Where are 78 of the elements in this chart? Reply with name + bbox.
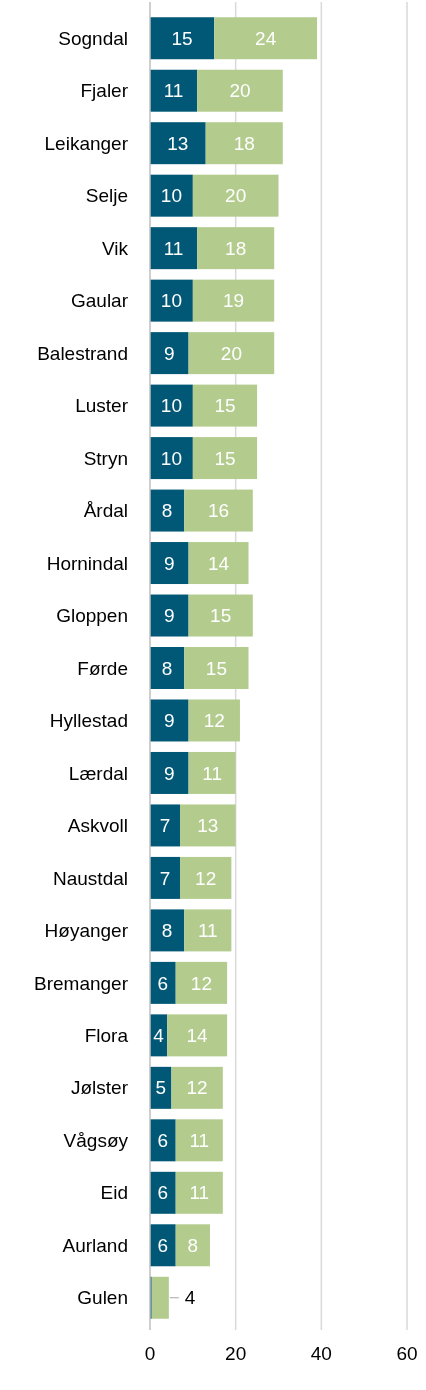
- y-tick-label: Vik: [101, 237, 129, 259]
- y-tick-label: Sogndal: [58, 27, 128, 49]
- data-label: 9: [163, 605, 175, 627]
- y-tick-label: Flora: [84, 1025, 129, 1047]
- x-tick-label: 20: [225, 1343, 247, 1364]
- data-label: 6: [157, 1182, 169, 1204]
- data-label: 20: [220, 342, 242, 364]
- y-tick-label: Selje: [85, 185, 128, 207]
- data-label: 12: [203, 710, 225, 732]
- data-label: 18: [225, 237, 247, 259]
- y-tick-label: Gaular: [70, 290, 129, 312]
- y-tick-label: Bremanger: [34, 972, 129, 994]
- y-tick-label: Hornindal: [46, 552, 128, 574]
- data-label: 11: [202, 762, 222, 784]
- data-label: 20: [229, 80, 251, 102]
- data-label: 10: [160, 395, 182, 417]
- data-label: 6: [157, 1129, 169, 1151]
- y-tick-label: Hyllestad: [49, 710, 128, 732]
- y-tick-label: Vågsøy: [63, 1129, 129, 1151]
- y-tick-label: Eid: [100, 1182, 128, 1204]
- data-label: 11: [189, 1182, 210, 1204]
- data-label: 11: [189, 1129, 210, 1151]
- y-tick-label: Fjaler: [80, 80, 129, 102]
- data-label: 12: [186, 1077, 208, 1099]
- data-label: 5: [155, 1077, 166, 1099]
- data-label: 9: [163, 342, 175, 364]
- data-label: 6: [157, 972, 169, 994]
- data-label: 13: [197, 815, 219, 837]
- data-label: 15: [214, 447, 236, 469]
- y-tick-label: Stryn: [83, 447, 128, 469]
- data-label: 18: [233, 132, 255, 154]
- y-tick-label: Lærdal: [68, 762, 128, 784]
- data-label: 10: [160, 447, 182, 469]
- y-tick-label: Leikanger: [44, 132, 129, 154]
- y-tick-label: Aurland: [62, 1234, 128, 1256]
- x-tick-label: 0: [144, 1343, 156, 1364]
- data-label: 9: [163, 710, 175, 732]
- data-label: 19: [222, 290, 245, 312]
- data-label: 15: [210, 605, 232, 627]
- data-label: 20: [225, 185, 247, 207]
- data-label: 7: [159, 867, 171, 889]
- data-label: 8: [187, 1234, 199, 1256]
- data-label: 12: [195, 867, 217, 889]
- y-tick-label: Balestrand: [37, 342, 128, 364]
- data-label: 8: [161, 500, 173, 522]
- y-tick-label: Luster: [75, 395, 129, 417]
- data-label: 14: [186, 1025, 209, 1047]
- data-label: 15: [214, 395, 236, 417]
- data-label: 24: [255, 27, 277, 49]
- data-label: 15: [171, 27, 193, 49]
- x-tick-label: 40: [310, 1343, 332, 1364]
- data-label: 13: [167, 132, 189, 154]
- y-tick-label: Førde: [77, 657, 128, 679]
- data-label: 7: [159, 815, 171, 837]
- data-label: 11: [197, 920, 218, 942]
- y-tick-label: Jølster: [71, 1077, 129, 1099]
- data-label: 4: [184, 1287, 196, 1309]
- y-tick-label: Gulen: [77, 1287, 128, 1309]
- data-label: 11: [163, 80, 184, 102]
- data-label: 8: [161, 657, 173, 679]
- data-label: 15: [205, 657, 227, 679]
- data-label: 4: [153, 1025, 165, 1047]
- y-tick-label: Årdal: [83, 500, 128, 522]
- x-tick-label: 60: [396, 1343, 418, 1364]
- data-label: 9: [163, 552, 175, 574]
- data-label: 6: [157, 1234, 169, 1256]
- data-label: 10: [160, 185, 182, 207]
- data-label: 14: [207, 552, 230, 574]
- data-label: 9: [163, 762, 175, 784]
- data-label: 12: [190, 972, 212, 994]
- data-label: 11: [163, 237, 184, 259]
- y-tick-label: Naustdal: [53, 867, 128, 889]
- data-label: 8: [161, 920, 173, 942]
- data-label: 10: [160, 290, 182, 312]
- y-tick-label: Gloppen: [56, 605, 128, 627]
- data-label: 16: [207, 500, 230, 522]
- y-tick-label: Askvoll: [67, 815, 128, 837]
- y-tick-label: Høyanger: [44, 920, 129, 942]
